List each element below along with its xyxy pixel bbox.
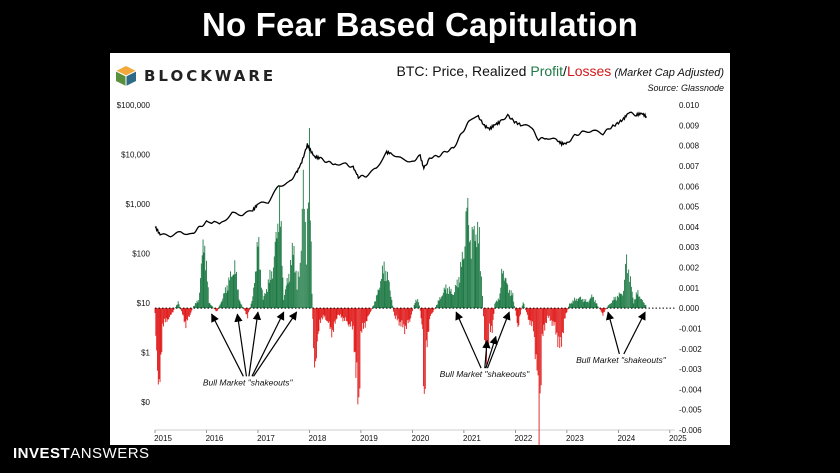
title-prefix: BTC: Price, Realized: [396, 63, 531, 79]
blockware-cube-icon: [115, 66, 137, 86]
annotation-arrow: [485, 335, 498, 369]
annotation-arrow: [482, 339, 491, 369]
blockware-logo: BLOCKWARE: [115, 65, 276, 87]
y-right-tick-label: -0.005: [679, 406, 702, 415]
y-left-tick-label: $10: [137, 299, 151, 308]
annotation-arrow: [455, 311, 482, 369]
chart-source: Source: Glassnode: [647, 83, 724, 93]
y-right-tick-label: 0.001: [679, 284, 700, 293]
x-tick-label: 2025: [669, 434, 687, 443]
y-left-tick-label: $1,000: [126, 200, 151, 209]
x-tick-label: 2021: [463, 434, 481, 443]
logo-wordmark: BLOCKWARE: [144, 67, 277, 85]
x-tick-label: 2024: [617, 434, 635, 443]
annotation-arrow: [248, 311, 262, 377]
title-losses: Losses: [566, 63, 612, 79]
y-left-tick-label: $100: [132, 250, 150, 259]
title-subtitle: (Market Cap Adjusted): [611, 67, 724, 79]
y-right-tick-label: 0.000: [679, 304, 700, 313]
annotation-arrow: [605, 311, 620, 355]
headline: No Fear Based Capitulation: [201, 6, 639, 43]
x-tick-label: 2019: [360, 434, 378, 443]
title-profit: Profit: [530, 63, 564, 79]
y-right-tick-label: -0.003: [679, 365, 702, 374]
annotation-label: Bull Market "shakeouts": [203, 377, 294, 387]
y-right-tick-label: 0.004: [679, 223, 700, 232]
y-left-tick-label: $1: [141, 349, 150, 358]
x-tick-label: 2022: [514, 434, 532, 443]
y-left-tick-label: $100,000: [117, 101, 151, 110]
investanswers-brand: INVESTANSWERS: [13, 445, 150, 462]
y-right-tick-label: -0.006: [679, 426, 702, 435]
x-tick-label: 2016: [206, 434, 224, 443]
y-right-tick-label: 0.008: [679, 142, 700, 151]
y-right-tick-label: 0.003: [679, 243, 700, 252]
annotation-arrow: [486, 311, 511, 369]
chart-panel: BLOCKWARE BTC: Price, Realized Profit/Lo…: [110, 53, 730, 445]
y-left-tick-label: $0: [141, 398, 150, 407]
price-line: [154, 111, 648, 238]
annotation-label: Bull Market "shakeouts": [576, 355, 667, 365]
y-left-tick-label: $10,000: [121, 151, 150, 160]
annotation-arrow: [623, 311, 646, 355]
x-tick-label: 2018: [309, 434, 327, 443]
annotation-label: Bull Market "shakeouts": [440, 369, 531, 379]
y-right-tick-label: -0.001: [679, 324, 702, 333]
y-right-tick-label: -0.004: [679, 385, 702, 394]
annotation-arrow: [251, 311, 285, 377]
y-right-tick-label: 0.006: [679, 182, 700, 191]
annotation-arrow: [211, 313, 244, 377]
annotation-arrow: [253, 311, 298, 377]
x-tick-label: 2017: [257, 434, 275, 443]
y-right-tick-label: -0.002: [679, 345, 702, 354]
y-right-tick-label: 0.005: [679, 203, 700, 212]
y-right-tick-label: 0.009: [679, 121, 700, 130]
x-tick-label: 2020: [412, 434, 430, 443]
title-sep: /: [563, 63, 567, 79]
brand-part1: INVEST: [13, 445, 71, 462]
btc-chart: $100,000 $10,000 $1,000 $100 $10 $1 $0 0.010 0.0…: [117, 101, 702, 445]
y-right-tick-label: 0.010: [679, 101, 700, 110]
y-right-tick-label: 0.002: [679, 264, 700, 273]
x-tick-label: 2015: [154, 434, 172, 443]
y-right-tick-label: 0.007: [679, 162, 700, 171]
chart-title: BTC: Price, Realized Profit/Losses (Mark…: [397, 63, 724, 79]
x-tick-label: 2023: [566, 434, 584, 443]
annotation-arrow: [234, 313, 248, 377]
brand-part2: ANSWERS: [70, 445, 150, 462]
